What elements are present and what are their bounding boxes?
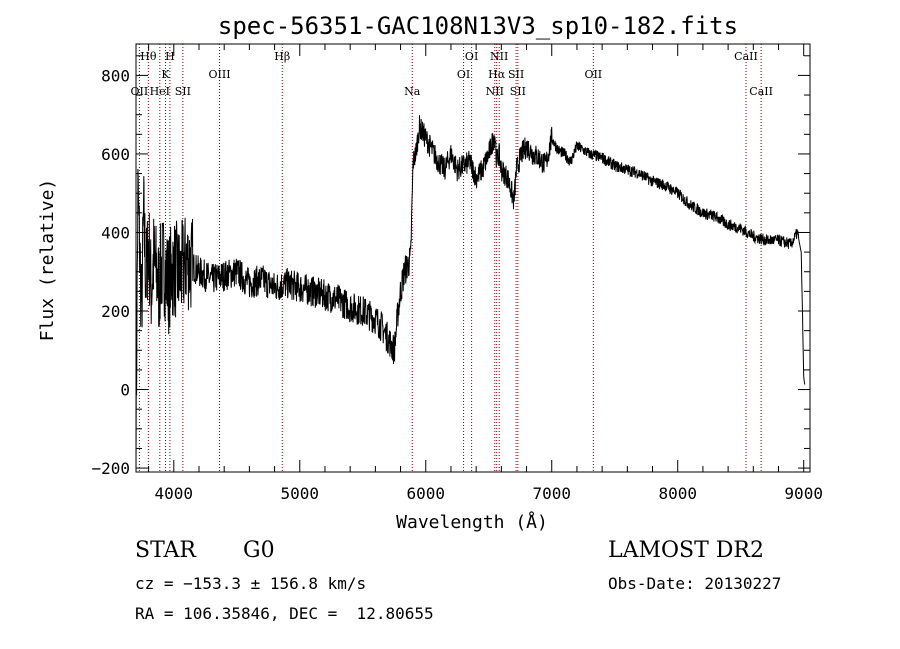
line-label-na: Na <box>404 85 421 98</box>
survey-name: LAMOST DR2 <box>608 538 764 563</box>
y-axis-label: Flux (relative) <box>37 179 58 342</box>
object-subclass: G0 <box>243 538 275 563</box>
line-label-nii: NII <box>490 50 508 63</box>
y-tick-label: 0 <box>120 381 130 400</box>
line-label-oii: OII <box>584 68 602 81</box>
coordinates: RA = 106.35846, DEC = 12.80655 <box>135 604 434 623</box>
obs-date: Obs-Date: 20130227 <box>608 574 782 593</box>
y-tick-label: 400 <box>101 223 130 242</box>
line-label-sii: SII <box>508 68 524 81</box>
x-tick-label: 4000 <box>155 484 194 503</box>
y-tick-label: 200 <box>101 302 130 321</box>
x-tick-label: 7000 <box>532 484 571 503</box>
line-label-sii: SII <box>510 85 526 98</box>
line-label-k: K <box>161 68 170 81</box>
line-label-hθ: Hθ <box>140 50 157 63</box>
y-tick-label: 800 <box>101 66 130 85</box>
plot-frame <box>135 43 811 473</box>
line-label-h: H <box>165 50 175 63</box>
object-class: STAR <box>135 538 196 563</box>
spectral-line-markers <box>138 44 762 472</box>
spectrum-series <box>135 115 806 473</box>
line-label-sii: SII <box>175 85 191 98</box>
x-axis-label: Wavelength (Å) <box>396 511 548 533</box>
line-label-oiii: OIII <box>208 68 230 81</box>
plot-border <box>135 43 811 473</box>
y-tick-label: 600 <box>101 145 130 164</box>
x-tick-label: 8000 <box>658 484 697 503</box>
x-tick-label: 6000 <box>406 484 445 503</box>
y-tick-label: −200 <box>91 459 130 478</box>
line-label-caii: CaII <box>749 85 773 98</box>
x-tick-label: 5000 <box>281 484 320 503</box>
line-label-oii: OII <box>131 85 149 98</box>
line-label-oi: OI <box>465 50 478 63</box>
line-label-hei: HeI <box>150 85 170 98</box>
spectrum-line <box>135 115 806 473</box>
axes: 4000 5000 6000 7000 8000 9000 −200 0 200 400 600 80… <box>91 44 823 503</box>
line-label-caii: CaII <box>734 50 758 63</box>
redshift-cz: cz = −153.3 ± 156.8 km/s <box>135 574 367 593</box>
line-label-hβ: Hβ <box>274 50 290 63</box>
line-label-hα: Hα <box>488 68 506 81</box>
line-label-nii: NII <box>486 85 504 98</box>
spectral-line-labels: OIIHθHeIKHSIIOIIIHβNaOIOINIIHαNIISIISIIO… <box>131 50 773 98</box>
chart-title: spec-56351-GAC108N13V3_sp10-182.fits <box>218 12 738 40</box>
x-tick-label: 9000 <box>784 484 823 503</box>
line-label-oi: OI <box>457 68 470 81</box>
